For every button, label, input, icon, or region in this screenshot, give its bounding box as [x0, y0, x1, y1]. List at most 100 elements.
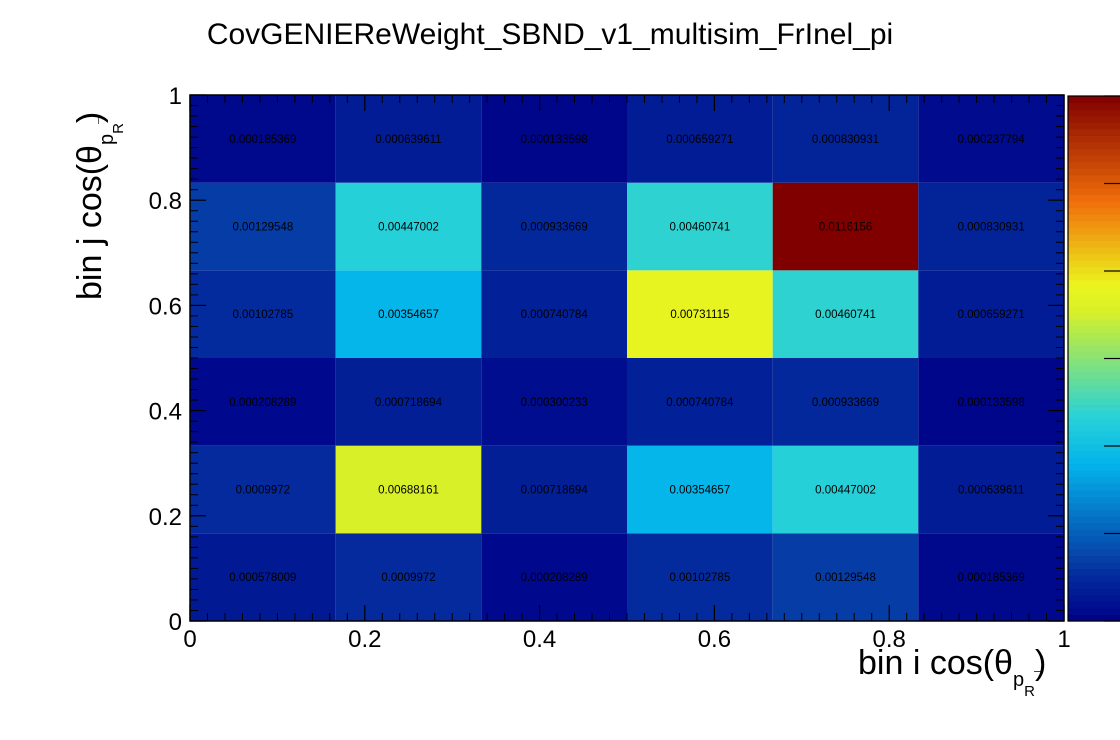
colorbar-swatch: [1068, 588, 1120, 596]
heatmap-cell: [772, 358, 919, 446]
colorbar-swatch: [1068, 253, 1120, 261]
colorbar-swatch: [1068, 476, 1120, 484]
heatmap-cell: [627, 358, 773, 446]
heatmap-cell: [335, 182, 482, 271]
cell-value-label: 0.00102785: [232, 309, 293, 321]
cell-value-label: 0.000639611: [375, 134, 441, 146]
colorbar-swatch: [1068, 548, 1120, 556]
cell-value-label: 0.00129548: [232, 222, 293, 234]
y-axis-title-subsub: R: [110, 123, 127, 134]
x-axis-title-close: ): [1035, 644, 1046, 682]
cell-value-label: 0.000659271: [666, 134, 733, 146]
colorbar-swatch: [1068, 411, 1120, 419]
heatmap-cell: [190, 358, 336, 446]
heatmap-cell: [918, 533, 1064, 621]
chart-title: CovGENIEReWeight_SBND_v1_multisim_FrInel…: [206, 18, 894, 51]
y-tick-label: 1: [169, 83, 182, 110]
cell-value-label: 0.000740784: [521, 309, 589, 321]
heatmap-cell: [627, 270, 773, 358]
colorbar-swatch: [1068, 299, 1120, 307]
colorbar-swatch: [1068, 122, 1120, 130]
heatmap-cell: [335, 358, 482, 446]
colorbar-swatch: [1068, 292, 1120, 301]
cell-value-label: 0.0009972: [381, 572, 435, 584]
cell-value-label: 0.00731115: [670, 309, 729, 321]
colorbar-swatch: [1068, 181, 1120, 189]
y-tick-label: 0.4: [149, 399, 182, 426]
colorbar-swatch: [1068, 555, 1120, 563]
colorbar-swatch: [1068, 568, 1120, 576]
heatmap-cell: [335, 95, 482, 183]
y-axis-title-main: bin j cos(θ: [71, 145, 109, 300]
cell-value-label: 0.00688161: [378, 485, 439, 497]
heatmap-cell: [190, 445, 336, 534]
colorbar-swatch: [1068, 325, 1120, 333]
heatmap-cell: [190, 95, 336, 183]
cell-value-label: 0.000133598: [521, 134, 588, 146]
colorbar-swatch: [1068, 437, 1120, 445]
colorbar-swatch: [1068, 312, 1120, 320]
heatmap-cell: [627, 445, 773, 534]
colorbar-swatch: [1068, 286, 1120, 294]
heatmap-cell: [627, 95, 773, 183]
colorbar-swatch: [1068, 391, 1120, 399]
cell-value-label: 0.00460741: [815, 309, 876, 321]
y-axis-title-close: ): [71, 112, 109, 123]
y-tick-label: 0: [169, 609, 182, 636]
cell-value-label: 0.00354657: [669, 485, 730, 497]
cell-value-label: 0.000659271: [958, 309, 1025, 321]
heatmap-cell: [481, 270, 627, 358]
colorbar-swatch: [1068, 332, 1120, 340]
colorbar-swatch: [1068, 148, 1120, 156]
heatmap-cell: [918, 445, 1064, 534]
colorbar-swatch: [1068, 351, 1120, 360]
colorbar-swatch: [1068, 109, 1120, 117]
heatmap-cell: [627, 182, 773, 271]
colorbar-swatch: [1068, 397, 1120, 406]
colorbar-swatch: [1068, 345, 1120, 353]
colorbar-swatch: [1068, 128, 1120, 136]
y-axis-title-arrow: →: [88, 112, 105, 127]
colorbar-swatch: [1068, 371, 1120, 379]
cell-value-label: 0.000718694: [375, 397, 443, 409]
cell-value-label: 0.000237794: [958, 134, 1026, 146]
colorbar-swatch: [1068, 115, 1120, 123]
cell-value-label: 0.000578009: [229, 572, 296, 584]
heatmap-cell: [772, 445, 919, 534]
colorbar-swatch: [1068, 135, 1120, 143]
colorbar-swatch: [1068, 384, 1120, 392]
colorbar-swatch: [1068, 365, 1120, 373]
colorbar-swatch: [1068, 174, 1120, 182]
colorbar-swatch: [1068, 496, 1120, 504]
cell-value-label: 0.000830931: [958, 222, 1025, 234]
heatmap-cell: [481, 95, 627, 183]
heatmap-cell: [627, 533, 773, 621]
heatmap-cell: [190, 270, 336, 358]
colorbar-swatch: [1068, 561, 1120, 570]
x-axis-title-subsub: R: [1024, 683, 1035, 700]
colorbar-swatch: [1068, 601, 1120, 609]
heatmap-cell: [190, 533, 336, 621]
x-tick-label: 0.2: [348, 626, 381, 653]
cell-value-label: 0.000830931: [812, 134, 879, 146]
x-tick-label: 1: [1057, 626, 1070, 653]
x-tick-label: 0: [183, 626, 196, 653]
colorbar-swatch: [1068, 194, 1120, 202]
x-axis-title-main: bin i cos(θ: [858, 644, 1013, 682]
colorbar-swatch: [1068, 168, 1120, 176]
heatmap-cell: [918, 95, 1064, 183]
x-tick-label: 0.6: [698, 626, 731, 653]
y-axis-title-group: bin j cos(θpR) →: [71, 112, 127, 300]
colorbar-swatch: [1068, 522, 1120, 530]
colorbar-swatch: [1068, 102, 1120, 110]
cell-value-label: 0.000639611: [958, 485, 1024, 497]
colorbar-swatch: [1068, 614, 1120, 622]
colorbar-swatch: [1068, 581, 1120, 589]
heatmap-cell: [335, 533, 482, 621]
colorbar-swatch: [1068, 594, 1120, 602]
heatmap-cell: [481, 358, 627, 446]
colorbar-swatch: [1068, 141, 1120, 150]
cell-value-label: 0.00129548: [815, 572, 876, 584]
cell-value-label: 0.00354657: [378, 309, 439, 321]
heatmap-cell: [481, 533, 627, 621]
